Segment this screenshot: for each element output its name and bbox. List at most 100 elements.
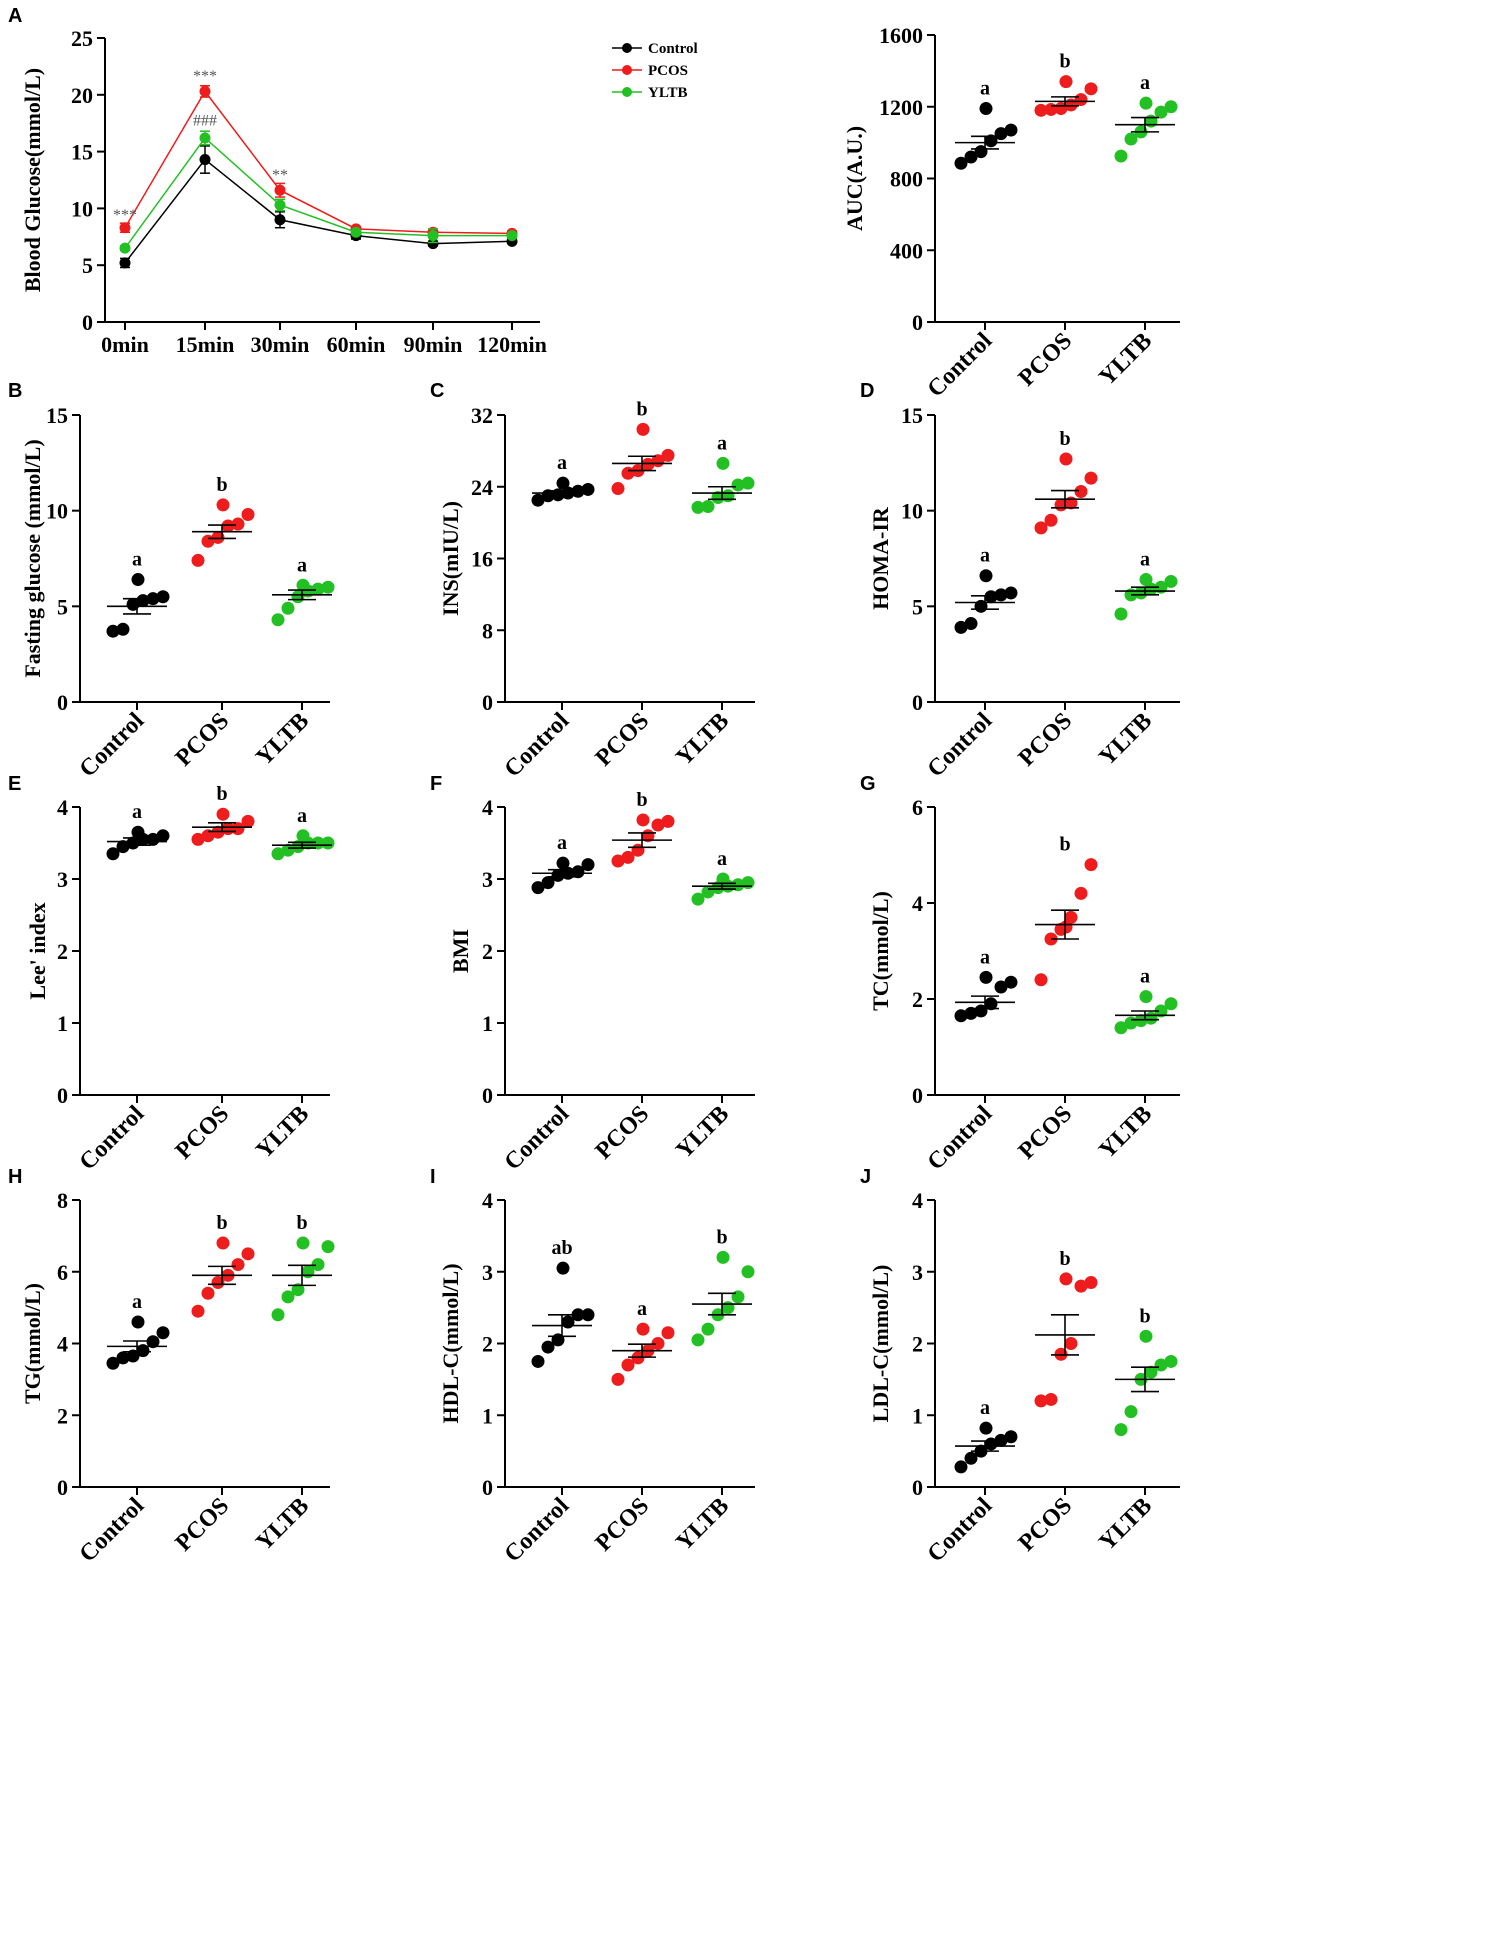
data-point [146, 832, 160, 846]
y-tick-label: 1600 [879, 23, 923, 48]
y-tick-label: 1 [912, 1403, 923, 1428]
significance-letter: a [717, 432, 727, 454]
data-point [1074, 93, 1088, 107]
data-point [1004, 975, 1018, 989]
data-point [636, 813, 650, 827]
data-point [199, 154, 211, 166]
data-point [201, 829, 215, 843]
data-point [106, 847, 120, 861]
panel-d: D 0 5 10 15 HOMA-IR Control PCOS YLTB a b a [860, 380, 1180, 783]
data-point [1059, 75, 1073, 89]
data-point [1139, 96, 1153, 110]
x-tick-label: PCOS [591, 1493, 655, 1557]
significance-letter: b [1139, 1305, 1150, 1327]
data-point [1059, 1272, 1073, 1286]
x-tick-label: YLTB [1094, 1493, 1157, 1556]
y-tick-label: 1 [57, 1011, 68, 1036]
x-tick-label: YLTB [251, 1493, 314, 1556]
x-tick-label: YLTB [671, 708, 734, 771]
panel-label: B [8, 380, 22, 402]
significance-letter: a [980, 545, 990, 567]
data-point [741, 476, 755, 490]
data-point [311, 1258, 325, 1272]
data-point [581, 1308, 595, 1322]
y-tick-label: 3 [482, 1260, 493, 1285]
data-point [954, 1009, 968, 1023]
data-point [691, 892, 705, 906]
significance-letter: b [1059, 1248, 1070, 1270]
data-point [731, 1290, 745, 1304]
data-point [281, 843, 295, 857]
data-point [731, 878, 745, 892]
data-point [716, 872, 730, 886]
y-tick-label: 4 [57, 795, 68, 820]
data-point [571, 1308, 585, 1322]
panel-g: G 0 2 4 6 TC(mmol/L) Control PCOS YLTB a b a [860, 773, 1180, 1176]
data-point [271, 1308, 285, 1322]
legend-label: Control [648, 41, 698, 57]
data-point [954, 1460, 968, 1474]
y-axis-label: HOMA-IR [868, 506, 893, 610]
data-point [106, 624, 120, 638]
legend-marker [622, 87, 632, 97]
data-point [1114, 149, 1128, 163]
x-tick-label: PCOS [171, 708, 235, 772]
data-point [311, 582, 325, 596]
data-point [156, 1326, 170, 1340]
data-point [621, 850, 635, 864]
data-point [136, 1344, 150, 1358]
data-point [221, 519, 235, 533]
data-point [191, 553, 205, 567]
data-point [119, 242, 131, 254]
data-point [1144, 1365, 1158, 1379]
x-tick-label: Control [923, 1101, 998, 1176]
y-tick-label: 0 [912, 690, 923, 715]
x-tick-label: Control [75, 1101, 150, 1176]
data-point [321, 836, 335, 850]
x-tick-label: YLTB [671, 1493, 734, 1556]
data-point [291, 1283, 305, 1297]
data-point [231, 517, 245, 531]
panel-label: H [8, 1166, 22, 1188]
data-point [1034, 973, 1048, 987]
data-point [661, 814, 675, 828]
significance-letter: a [980, 946, 990, 968]
data-point [271, 847, 285, 861]
y-axis-label: INS(mIU/L) [438, 501, 463, 616]
data-point [1044, 513, 1058, 527]
data-point [1124, 132, 1138, 146]
x-tick-label: Control [500, 1493, 575, 1568]
panel-e: E 0 1 2 3 4 Lee' index Control PCOS YLTB a b a [8, 773, 335, 1176]
significance-letter: b [716, 1226, 727, 1248]
y-axis-label: TC(mmol/L) [868, 891, 893, 1011]
data-point [979, 970, 993, 984]
significance-annotation: ** [272, 167, 288, 184]
y-tick-label: 0 [482, 1083, 493, 1108]
data-point [1084, 82, 1098, 96]
y-axis-label: LDL-C(mmol/L) [868, 1265, 893, 1423]
data-point [984, 134, 998, 148]
data-point [731, 478, 745, 492]
y-axis-label: Fasting glucose (mmol/L) [20, 439, 45, 677]
data-point [1114, 1423, 1128, 1437]
data-point [531, 881, 545, 895]
panel-label: G [860, 773, 876, 795]
data-point [1084, 471, 1098, 485]
panel-h: H 0 2 4 6 8 TG(mmol/L) Control PCOS YLTB a b b [8, 1166, 335, 1568]
data-point [954, 620, 968, 634]
significance-letter: a [557, 832, 567, 854]
y-tick-label: 5 [57, 594, 68, 619]
data-point [1074, 886, 1088, 900]
data-point [311, 836, 325, 850]
data-point [964, 617, 978, 631]
data-point [661, 1326, 675, 1340]
data-point [281, 601, 295, 615]
data-point [994, 588, 1008, 602]
data-point [1164, 100, 1178, 114]
y-tick-label: 8 [57, 1188, 68, 1213]
data-point [296, 1236, 310, 1250]
panel-label: C [430, 380, 444, 402]
